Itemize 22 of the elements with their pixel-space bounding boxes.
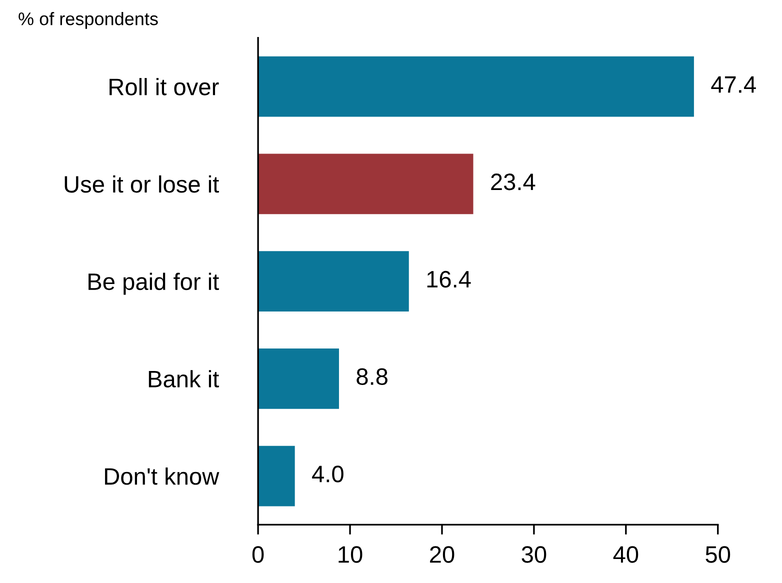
data-label: 16.4	[427, 270, 471, 288]
y-tick-label: Bank it	[148, 370, 219, 388]
bar	[258, 348, 339, 409]
bar	[258, 251, 409, 312]
x-tick-label: 0	[252, 546, 264, 563]
text: % of respondents	[18, 12, 158, 29]
bar	[258, 446, 295, 506]
data-label: 4.0	[312, 466, 344, 482]
x-tick-label: 20	[430, 546, 454, 563]
bar	[258, 56, 694, 117]
x-tick-label: 30	[522, 546, 546, 563]
data-label: 8.8	[356, 368, 388, 385]
x-tick-label: 10	[338, 546, 362, 563]
x-tick-label: 40	[613, 546, 638, 563]
y-tick-label: Be paid for it	[88, 272, 220, 295]
y-tick-label: Use it or lose it	[64, 175, 220, 193]
y-tick-label: Don't know	[105, 467, 220, 485]
data-label: 23.4	[491, 174, 536, 190]
y-tick-label: Roll it over	[110, 78, 219, 96]
bar	[258, 154, 474, 214]
data-label: 47.4	[711, 76, 756, 93]
x-tick-label: 50	[706, 546, 730, 563]
